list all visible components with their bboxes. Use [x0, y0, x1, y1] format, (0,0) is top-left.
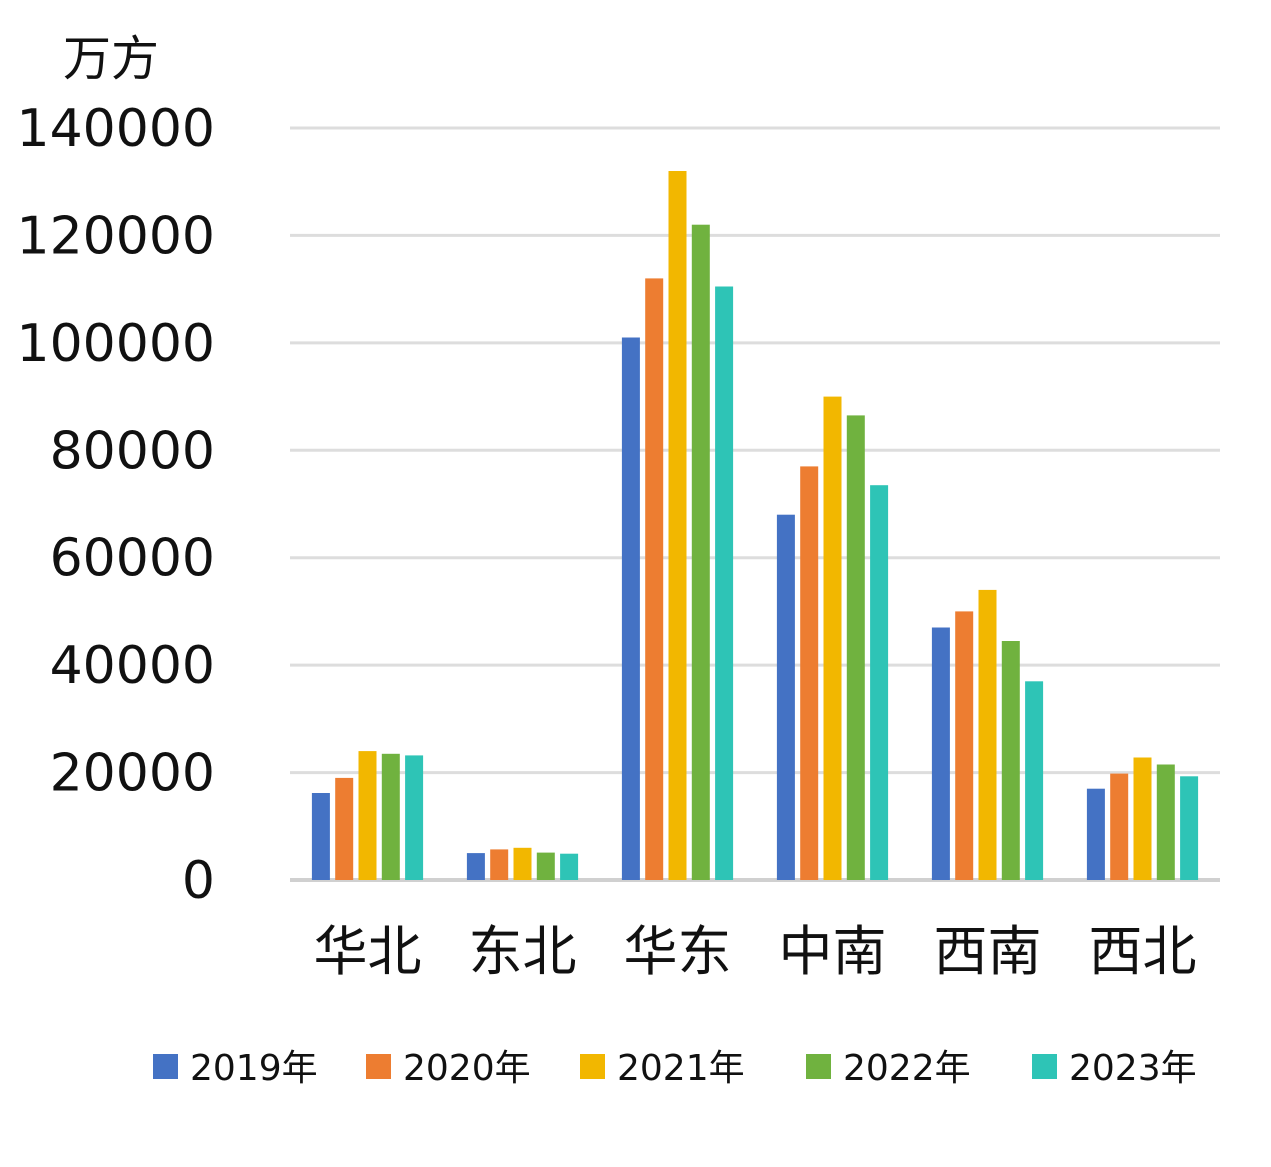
bar — [513, 847, 532, 880]
bar — [466, 853, 485, 880]
legend-swatch — [1032, 1054, 1057, 1079]
legend-label: 2021年 — [617, 1048, 745, 1089]
bar — [1086, 788, 1105, 880]
y-tick-label: 80000 — [50, 421, 215, 481]
legend-swatch — [153, 1054, 178, 1079]
x-category-label: 西北 — [1089, 920, 1197, 983]
y-tick-label: 100000 — [16, 314, 215, 374]
bar — [691, 224, 710, 880]
x-category-label: 中南 — [779, 920, 887, 983]
bar — [536, 852, 555, 880]
bar — [1180, 776, 1199, 880]
bar — [668, 171, 687, 880]
bar — [1156, 764, 1175, 880]
y-tick-label: 60000 — [50, 529, 215, 589]
bar — [621, 337, 640, 880]
bar — [800, 466, 819, 880]
legend-label: 2023年 — [1069, 1048, 1197, 1089]
gridlines — [290, 126, 1220, 882]
x-category-label: 西南 — [934, 920, 1042, 983]
bar — [358, 751, 377, 880]
bars — [311, 171, 1199, 880]
y-tick-label: 40000 — [50, 636, 215, 696]
bar — [823, 396, 842, 880]
bar — [560, 853, 579, 880]
bar — [381, 753, 400, 880]
y-axis-unit-label: 万方 — [63, 31, 159, 87]
legend: 2019年 2020年 2021年 2022年 2023年 — [153, 1048, 1197, 1089]
bar — [776, 514, 795, 880]
legend-swatch — [806, 1054, 831, 1079]
bar — [1001, 641, 1020, 880]
bar — [1025, 681, 1044, 880]
legend-swatch — [366, 1054, 391, 1079]
legend-label: 2019年 — [190, 1048, 318, 1089]
bar — [846, 415, 865, 880]
bar — [955, 611, 974, 880]
legend-swatch — [580, 1054, 605, 1079]
legend-label: 2020年 — [403, 1048, 531, 1089]
x-category-label: 东北 — [469, 920, 577, 983]
bar — [870, 485, 889, 880]
bar — [645, 278, 664, 880]
bar — [1110, 773, 1129, 880]
bar — [931, 627, 950, 880]
x-axis-categories: 华北 东北 华东 中南 西南 西北 — [314, 920, 1197, 983]
y-tick-label: 140000 — [16, 99, 215, 159]
y-tick-label: 120000 — [16, 206, 215, 266]
x-category-label: 华北 — [314, 920, 422, 983]
y-axis-ticks: 0 20000 40000 60000 80000 100000 120000 140000 — [16, 99, 215, 911]
bar — [490, 849, 509, 880]
y-tick-label: 20000 — [50, 744, 215, 804]
bar — [405, 755, 424, 880]
bar — [978, 589, 997, 880]
bar — [715, 286, 734, 880]
x-category-label: 华东 — [624, 920, 732, 983]
y-tick-label: 0 — [182, 851, 215, 911]
bar — [1133, 757, 1152, 880]
bar — [311, 793, 330, 880]
bar — [335, 777, 354, 880]
legend-label: 2022年 — [843, 1048, 971, 1089]
